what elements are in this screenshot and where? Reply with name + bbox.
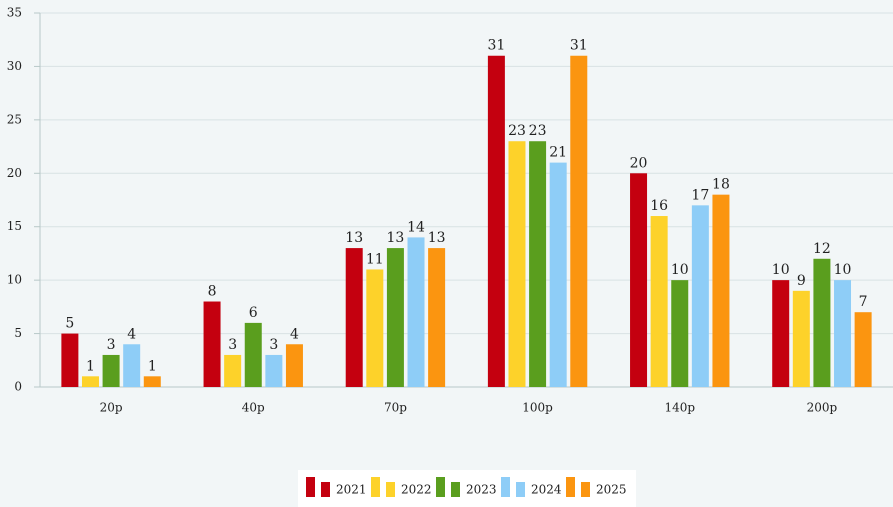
x-tick-label: 200p [807,401,838,415]
bar [813,258,831,387]
value-label: 31 [487,38,505,54]
bar [712,194,730,387]
bar [487,55,505,387]
legend-label: 2024 [531,483,562,497]
value-label: 10 [772,262,790,278]
legend-swatch [321,482,330,497]
bar [650,216,668,387]
bar [407,237,425,387]
y-tick-label: 5 [14,326,22,340]
legend-swatch [386,482,395,497]
value-label: 14 [407,219,425,235]
legend-label: 2022 [401,483,432,497]
bar [224,354,242,387]
bar [143,376,161,387]
legend-swatch [371,477,380,497]
bar [386,248,404,387]
legend-label: 2023 [466,483,497,497]
value-label: 23 [529,123,547,139]
y-tick-label: 20 [7,166,22,180]
bar [671,280,689,387]
bar [549,162,567,387]
value-label: 17 [691,187,709,203]
value-label: 12 [813,241,831,257]
value-label: 4 [127,326,136,342]
y-tick-label: 10 [7,273,22,287]
legend-swatch [516,482,525,497]
value-label: 8 [208,284,217,300]
bar [691,205,709,387]
value-label: 6 [249,305,258,321]
bar [366,269,384,387]
bar [792,290,810,387]
value-label: 1 [86,358,95,374]
value-label: 13 [387,230,405,246]
legend-swatch [566,477,575,497]
legend-box [298,470,636,507]
x-tick-label: 140p [664,401,695,415]
value-label: 20 [630,155,648,171]
x-tick-label: 20p [100,401,123,415]
bar [834,280,852,387]
legend-swatch [501,477,510,497]
value-label: 9 [797,273,806,289]
value-label: 21 [549,145,567,161]
value-label: 13 [345,230,363,246]
x-tick-label: 70p [384,401,407,415]
bar [102,354,120,387]
bar [508,141,526,387]
y-tick-label: 35 [7,6,22,20]
value-label: 3 [107,337,116,353]
x-tick-label: 40p [242,401,265,415]
value-label: 4 [290,326,299,342]
bar [81,376,99,387]
bar [345,248,363,387]
value-label: 23 [508,123,526,139]
legend-label: 2025 [596,483,627,497]
value-label: 1 [148,358,157,374]
x-tick-label: 100p [522,401,553,415]
bar [772,280,790,387]
bar [854,312,872,387]
bar [630,173,648,387]
value-label: 31 [570,38,588,54]
bar [428,248,446,387]
y-tick-label: 30 [7,59,22,73]
bar [123,344,141,387]
legend-label: 2021 [336,483,367,497]
bar [265,354,283,387]
legend-swatch [306,477,315,497]
value-label: 11 [366,251,384,267]
value-label: 3 [269,337,278,353]
value-label: 7 [859,294,868,310]
bar [529,141,547,387]
y-tick-label: 15 [7,219,22,233]
bar [285,344,303,387]
value-label: 3 [228,337,237,353]
bar [244,322,262,387]
value-label: 10 [834,262,852,278]
value-label: 16 [650,198,668,214]
legend-swatch [436,477,445,497]
y-tick-label: 25 [7,112,22,126]
value-label: 13 [428,230,446,246]
y-tick-label: 0 [14,380,22,394]
value-label: 10 [671,262,689,278]
bar [203,301,221,387]
value-label: 18 [712,177,730,193]
legend-swatch [581,482,590,497]
value-label: 5 [65,316,74,332]
bar [570,55,588,387]
bar [61,333,79,387]
legend-swatch [451,482,460,497]
